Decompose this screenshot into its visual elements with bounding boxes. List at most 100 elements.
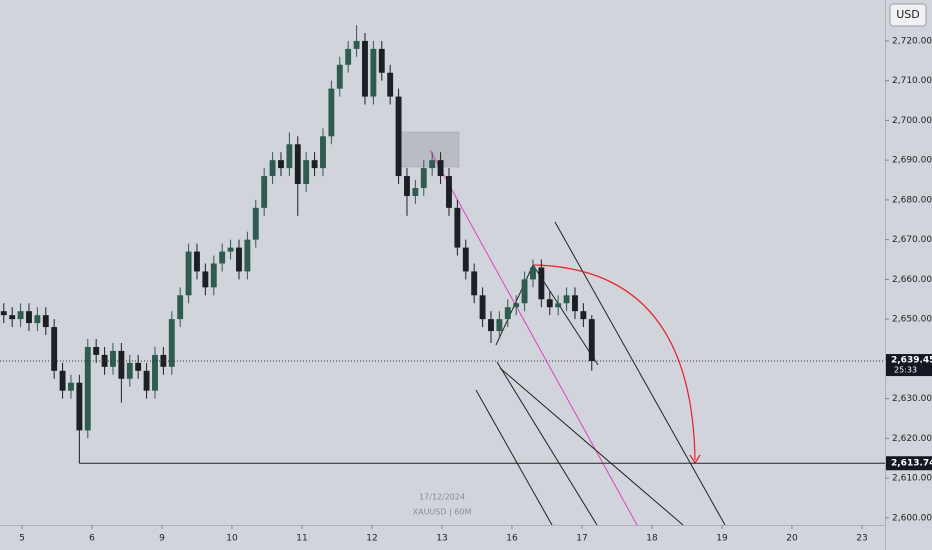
- candle-body: [76, 382, 83, 431]
- candle-body: [412, 187, 419, 196]
- candle-body: [185, 251, 192, 296]
- y-tick-label: 2,720.00: [892, 36, 932, 46]
- candle-body: [168, 319, 175, 367]
- countdown-label: 25:33: [894, 366, 917, 375]
- channel-line: [496, 361, 598, 526]
- candle-body: [143, 370, 150, 391]
- x-tick-label: 17: [576, 534, 587, 544]
- x-tick-label: 6: [89, 534, 95, 544]
- x-tick-label: 9: [159, 534, 165, 544]
- candle-body: [345, 48, 352, 65]
- x-tick-label: 11: [296, 534, 307, 544]
- candle-body: [395, 96, 402, 177]
- candle-body: [311, 160, 318, 169]
- candle-body: [51, 327, 58, 371]
- candle-body: [513, 303, 520, 308]
- candle-body: [202, 271, 209, 288]
- candle-body: [9, 315, 16, 320]
- x-tick-label: 18: [646, 534, 658, 544]
- x-tick-label: 13: [436, 534, 447, 544]
- candle-body: [462, 247, 469, 272]
- candle-body: [588, 319, 595, 362]
- x-tick-label: 16: [506, 534, 518, 544]
- candle-body: [404, 176, 410, 196]
- y-tick-label: 2,700.00: [892, 116, 932, 126]
- candle-body: [152, 354, 158, 391]
- candle-body: [261, 176, 268, 208]
- candle-body: [336, 64, 343, 89]
- last-price-label: 2,639.45: [891, 356, 932, 366]
- candle-body: [194, 251, 200, 272]
- y-tick-label: 2,680.00: [892, 195, 932, 205]
- candle-body: [84, 346, 91, 431]
- candle-body: [521, 279, 528, 304]
- candle-body: [210, 263, 217, 288]
- candle-body: [488, 319, 494, 332]
- candle-body: [294, 144, 301, 185]
- candle-body: [555, 303, 562, 308]
- candle-body: [118, 350, 125, 379]
- candle-body: [160, 354, 167, 367]
- candle-body: [328, 88, 335, 137]
- y-tick-label: 2,630.00: [892, 394, 932, 404]
- candle-body: [244, 239, 251, 272]
- candle-body: [227, 247, 234, 252]
- y-tick-label: 2,660.00: [892, 275, 932, 285]
- candle-body: [530, 267, 536, 280]
- x-tick-label: 5: [19, 534, 25, 544]
- y-tick-label: 2,650.00: [892, 315, 932, 325]
- currency-label: USD: [896, 8, 920, 21]
- candle-body: [59, 370, 66, 391]
- candle-body: [177, 295, 184, 320]
- candle-body: [496, 319, 503, 332]
- x-tick-label: 23: [856, 534, 867, 544]
- candle-body: [378, 48, 385, 73]
- candle-body: [34, 315, 41, 324]
- candle-body: [538, 267, 545, 300]
- candle-body: [26, 311, 32, 324]
- watermark-symbol: XAUUSD | 60M: [413, 508, 472, 517]
- candle-body: [479, 295, 486, 320]
- candle-body: [504, 307, 511, 320]
- candle-body: [0, 311, 7, 316]
- trend-line: [429, 149, 638, 526]
- x-tick-label: 19: [716, 534, 728, 544]
- y-tick-label: 2,610.00: [892, 474, 932, 484]
- candle-body: [93, 346, 100, 355]
- candle-body: [370, 48, 377, 97]
- candle-body: [101, 354, 108, 367]
- candle-body: [429, 160, 436, 169]
- currency-button[interactable]: [889, 3, 927, 27]
- candle-body: [572, 295, 578, 312]
- y-tick-label: 2,670.00: [892, 235, 932, 245]
- candle-body: [219, 251, 226, 264]
- candle-body: [446, 176, 452, 208]
- candle-body: [286, 144, 293, 169]
- channel-line: [554, 221, 726, 526]
- x-tick-label: 10: [226, 534, 238, 544]
- watermark-date: 17/12/2024: [419, 493, 465, 502]
- candle-body: [17, 311, 24, 320]
- level-tag: [886, 456, 932, 471]
- candle-body: [437, 160, 444, 177]
- candle-body: [420, 168, 427, 188]
- candle-body: [68, 382, 74, 391]
- candle-body: [580, 311, 587, 320]
- candle-body: [252, 207, 259, 240]
- y-tick-label: 2,690.00: [892, 156, 932, 166]
- candle-body: [362, 40, 368, 97]
- candle-body: [320, 136, 326, 169]
- candle-body: [303, 160, 310, 185]
- candle-body: [387, 72, 394, 97]
- channel-line: [499, 367, 684, 526]
- candle-body: [135, 362, 142, 371]
- y-tick-label: 2,620.00: [892, 434, 932, 444]
- candle-body: [563, 295, 570, 304]
- candle-body: [454, 207, 461, 248]
- y-tick-label: 2,600.00: [892, 513, 932, 523]
- y-tick-label: 2,710.00: [892, 76, 932, 86]
- candle-body: [126, 362, 133, 379]
- candle-body: [546, 299, 553, 308]
